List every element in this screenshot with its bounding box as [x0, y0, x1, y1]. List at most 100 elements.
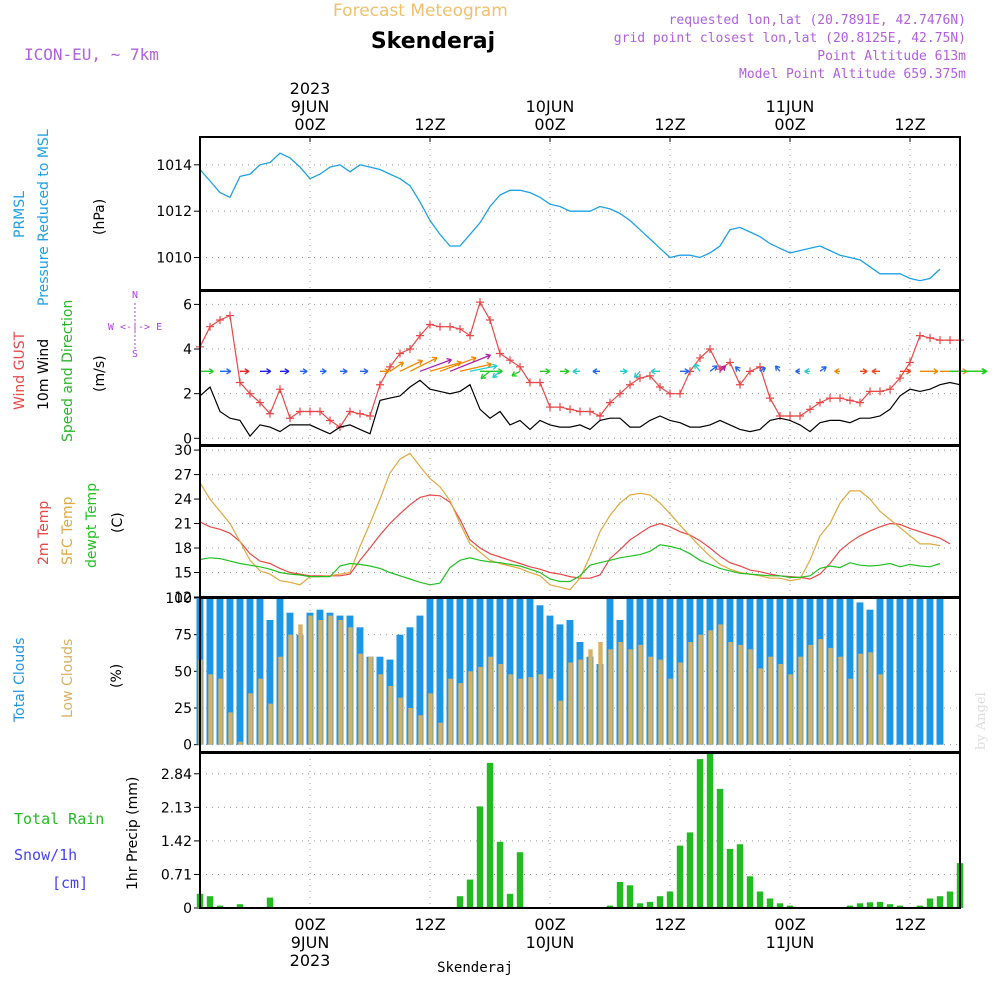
clouds-bar-low-clouds — [738, 644, 743, 745]
temp2m-label: 2m Temp — [36, 501, 52, 565]
clouds-bar-low-clouds — [828, 647, 833, 745]
precipitation-bar-total-rain — [756, 891, 764, 908]
wind-direction-arrow — [492, 370, 501, 379]
clouds-bar-total-clouds — [426, 598, 434, 745]
temperature-frame — [199, 445, 961, 598]
clouds-bar-low-clouds — [508, 674, 513, 745]
clouds-bar-low-clouds — [308, 615, 313, 745]
pressure-ytick-label: 1010 — [156, 251, 192, 267]
wind-direction-arrow — [480, 368, 503, 375]
wind-unit: (m/s) — [92, 355, 108, 392]
top-time-label: 10JUN — [526, 97, 575, 116]
gust-point — [696, 353, 704, 362]
precipitation-bar-total-rain — [516, 852, 524, 908]
precipitation-bar-total-rain — [676, 845, 684, 908]
clouds-bar-total-clouds — [516, 598, 524, 745]
precipitation-bar-total-rain — [766, 898, 774, 908]
clouds-bar-low-clouds — [258, 678, 263, 745]
clouds-bar-low-clouds — [678, 662, 683, 745]
gust-point — [526, 378, 534, 387]
clouds-bar-low-clouds — [558, 700, 563, 745]
clouds-bar-total-clouds — [846, 598, 854, 745]
sfc-temp-label: SFC Temp — [60, 496, 76, 565]
gust-point — [506, 356, 514, 365]
wind-ytick-label: 4 — [183, 342, 192, 358]
clouds-bar-low-clouds — [608, 649, 613, 745]
top-time-label: 00Z — [534, 115, 565, 134]
temp-unit: (C) — [110, 512, 126, 533]
wind-direction-arrow — [592, 368, 600, 375]
gust-point — [796, 411, 804, 420]
clouds-bar-low-clouds — [278, 656, 283, 745]
clouds-bar-low-clouds — [448, 678, 453, 745]
gust-point — [216, 316, 224, 325]
pressure-panel — [194, 136, 961, 291]
wind-direction-arrow — [804, 368, 810, 375]
gust-point — [286, 414, 294, 423]
clouds-bar-low-clouds — [498, 664, 503, 745]
precipitation-bar-total-rain — [636, 903, 644, 908]
precipitation-bar-total-rain — [236, 904, 244, 908]
gust-point — [476, 298, 484, 307]
wind-direction-arrow — [399, 359, 424, 372]
clouds-bar-low-clouds — [758, 668, 763, 745]
precipitation-ytick-label: 2.13 — [161, 800, 192, 816]
gust-point — [576, 407, 584, 416]
clouds-panel — [194, 597, 961, 753]
precipitation-bar-total-rain — [646, 901, 654, 908]
gust-point — [806, 405, 814, 414]
clouds-bar-total-clouds — [396, 634, 404, 745]
gust-point — [946, 336, 954, 345]
clouds-bar-low-clouds — [538, 674, 543, 745]
gust-point — [366, 411, 374, 420]
wind-ytick-label: 2 — [183, 387, 192, 403]
precipitation-bar-total-rain — [776, 903, 784, 908]
clouds-bar-total-clouds — [446, 598, 454, 745]
gust-point — [846, 396, 854, 405]
clouds-bar-low-clouds — [668, 678, 673, 745]
total-clouds-label: Total Clouds — [12, 638, 28, 723]
precipitation-bar-total-rain — [736, 844, 744, 908]
precipitation-bar-total-rain — [896, 905, 904, 908]
precipitation-bar-total-rain — [866, 902, 874, 908]
wind-direction-arrow — [469, 363, 498, 372]
clouds-bar-low-clouds — [618, 642, 623, 745]
precipitation-bar-total-rain — [886, 904, 894, 908]
wind-direction-arrow — [540, 368, 551, 375]
gust-point — [896, 374, 904, 383]
model-altitude: Model Point Altitude 659.375m — [739, 67, 966, 82]
gust-point — [636, 374, 644, 383]
clouds-bar-total-clouds — [936, 598, 944, 745]
gust-point — [556, 403, 564, 412]
bottom-time-label: 2023 — [290, 951, 331, 970]
clouds-bar-total-clouds — [896, 598, 904, 745]
top-time-label: 12Z — [894, 115, 925, 134]
gust-point — [346, 407, 354, 416]
clouds-bar-low-clouds — [708, 630, 713, 745]
wind-direction-arrow — [560, 368, 570, 375]
top-time-label: 9JUN — [291, 97, 330, 116]
gust-point — [226, 311, 234, 320]
gust-point — [726, 358, 734, 367]
temperature-ytick-label: 15 — [174, 566, 192, 582]
clouds-bar-low-clouds — [848, 678, 853, 745]
gust-point — [486, 316, 494, 325]
top-time-label: 12Z — [414, 115, 445, 134]
clouds-bar-low-clouds — [208, 674, 213, 745]
gust-point — [646, 371, 654, 380]
clouds-bar-low-clouds — [698, 634, 703, 745]
top-time-label: 12Z — [654, 115, 685, 134]
gust-point — [836, 394, 844, 403]
clouds-bar-low-clouds — [528, 677, 533, 745]
precipitation-bar-total-rain — [206, 896, 214, 908]
plot-layer: 1010101210140246121518212427300255075100… — [156, 79, 988, 970]
temperature-ytick-label: 24 — [174, 492, 192, 508]
wind-direction-arrow — [650, 368, 660, 375]
gust-point — [436, 322, 444, 331]
footer-station: Skenderaj — [437, 960, 513, 976]
precipitation-bar-total-rain — [486, 762, 494, 908]
clouds-bar-total-clouds — [666, 598, 674, 745]
clouds-bar-low-clouds — [568, 662, 573, 745]
clouds-bar-total-clouds — [506, 598, 514, 745]
clouds-bar-total-clouds — [266, 620, 274, 745]
